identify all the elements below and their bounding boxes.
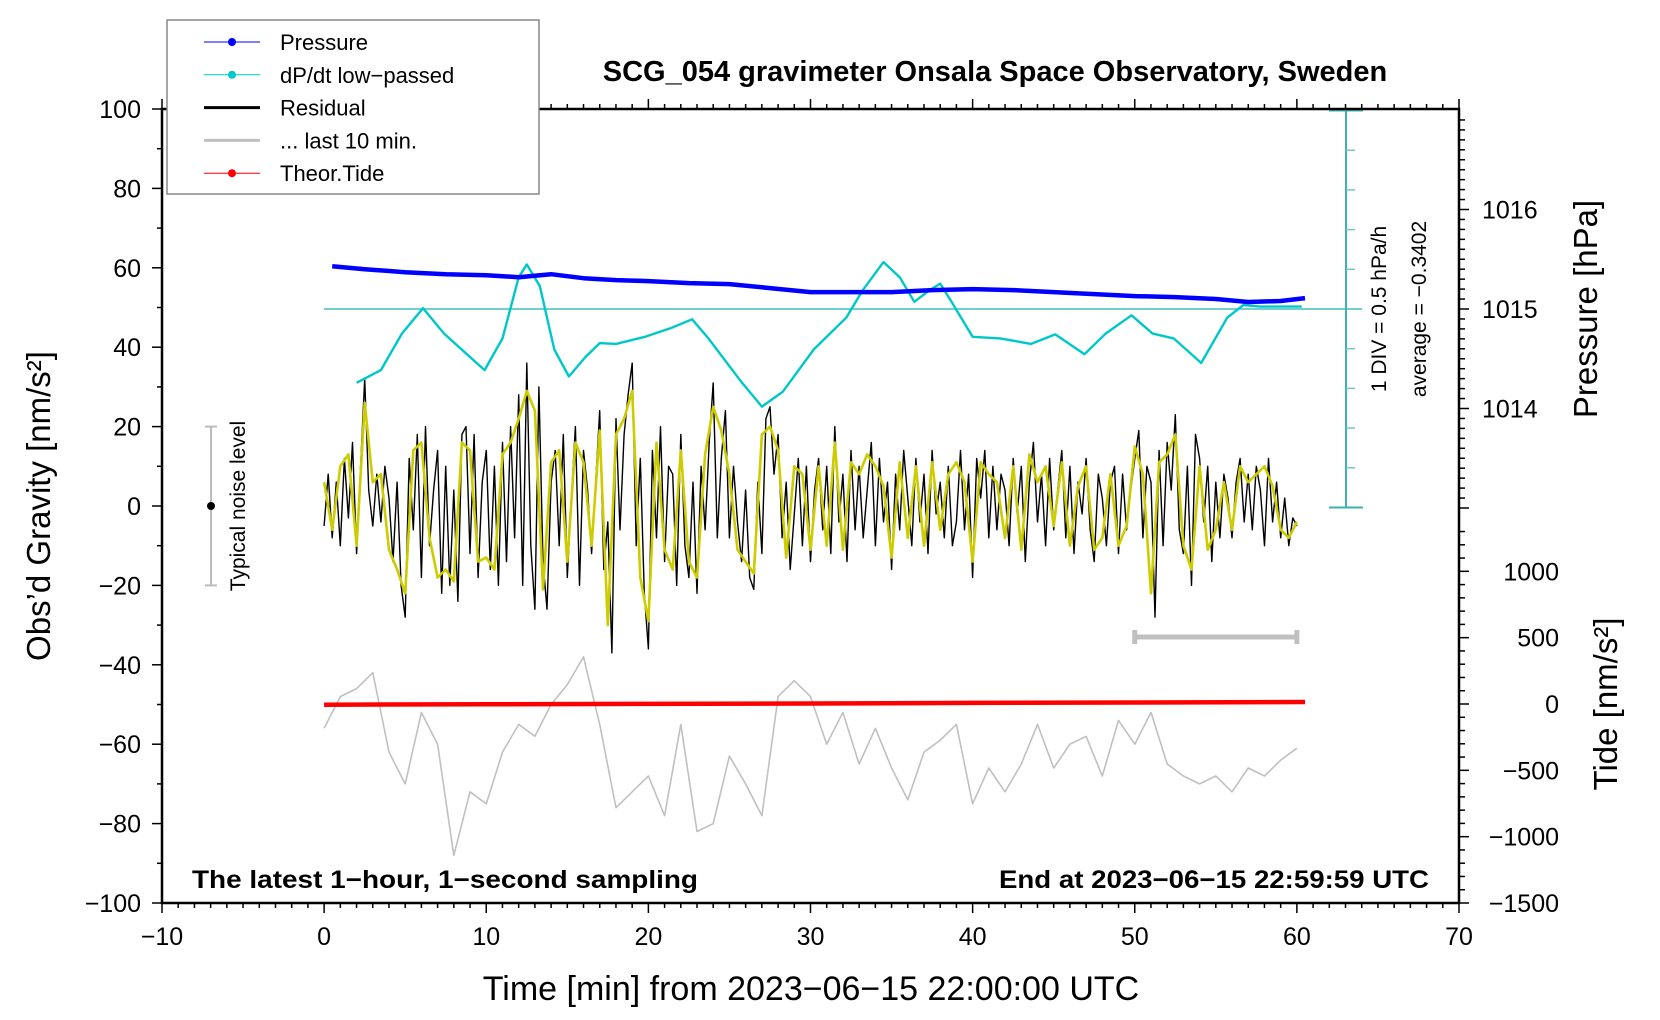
dpdt-scale-label: 1 DIV = 0.5 hPa/h (1368, 226, 1391, 392)
chart-title: SCG_054 gravimeter Onsala Space Observat… (603, 56, 1387, 88)
noise-level-label: Typical noise level (227, 421, 250, 591)
x-tick-label: 60 (1283, 923, 1311, 951)
series-pressure-line (331, 263, 1306, 305)
y-tick-label: 80 (113, 175, 141, 203)
legend-label: ... last 10 min. (280, 128, 417, 153)
tide-tick-label: −1000 (1489, 824, 1559, 852)
pressure-tick-label: 1016 (1482, 197, 1538, 225)
legend-label: dP/dt low−passed (280, 63, 454, 88)
pressure-tick-label: 1015 (1482, 296, 1538, 324)
y-tick-label: −60 (99, 731, 141, 759)
tide-tick-label: 1000 (1503, 558, 1559, 586)
legend: Pressure dP/dt low−passed Residual ... last… (166, 19, 540, 195)
legend-marker (228, 38, 236, 46)
y-tick-label: 20 (113, 414, 141, 442)
y-axis-title: Obs’d Gravity [nm/s²] (20, 351, 57, 661)
x-tick-label: 30 (797, 923, 825, 951)
x-tick-label: 20 (634, 923, 662, 951)
tide-tick-label: 500 (1517, 625, 1559, 653)
x-tick-label: 40 (959, 923, 987, 951)
series-last-10-min-line (323, 656, 1298, 857)
y-tick-label: 60 (113, 255, 141, 283)
y-tick-label: 40 (113, 334, 141, 362)
y-tick-label: 0 (127, 493, 141, 521)
y-tick-label: 100 (99, 96, 141, 124)
y-tick-label: −40 (99, 652, 141, 680)
dpdt-average-label: average = −0.3402 (1408, 221, 1431, 397)
y-tick-label: −20 (99, 572, 141, 600)
pressure-tick-label: 1014 (1482, 396, 1538, 424)
noise-level-dot (207, 502, 215, 510)
legend-label: Theor.Tide (280, 161, 384, 186)
footer-right-text: End at 2023−06−15 22:59:59 UTC (999, 866, 1429, 894)
axes-layer: −10 0 10 20 30 40 50 60 70100806040200−20−40−60−… (85, 96, 1559, 951)
x-tick-label: 70 (1445, 923, 1473, 951)
tide-tick-label: 0 (1545, 691, 1559, 719)
legend-marker (228, 169, 236, 178)
tide-axis-title: Tide [nm/s²] (1587, 618, 1624, 791)
legend-label: Residual (280, 96, 366, 121)
x-tick-label: −10 (141, 923, 183, 951)
series-residual-filtered-line (322, 389, 1299, 627)
x-tick-label: 0 (317, 923, 331, 951)
pressure-axis-title: Pressure [hPa] (1567, 200, 1604, 418)
y-tick-label: −80 (99, 811, 141, 839)
x-axis-title: Time [min] from 2023−06−15 22:00:00 UTC (483, 970, 1139, 1008)
legend-label: Pressure (280, 30, 368, 55)
footer-left-text: The latest 1−hour, 1−second sampling (192, 866, 698, 894)
series-tide-line (324, 699, 1306, 707)
series-dpdt-line (356, 260, 1302, 408)
tide-tick-label: −1500 (1489, 890, 1559, 918)
x-tick-label: 50 (1121, 923, 1149, 951)
data-layer (205, 109, 1363, 857)
legend-marker (228, 70, 236, 79)
tide-tick-label: −500 (1503, 757, 1559, 785)
y-tick-label: −100 (85, 890, 141, 918)
x-tick-label: 10 (472, 923, 500, 951)
